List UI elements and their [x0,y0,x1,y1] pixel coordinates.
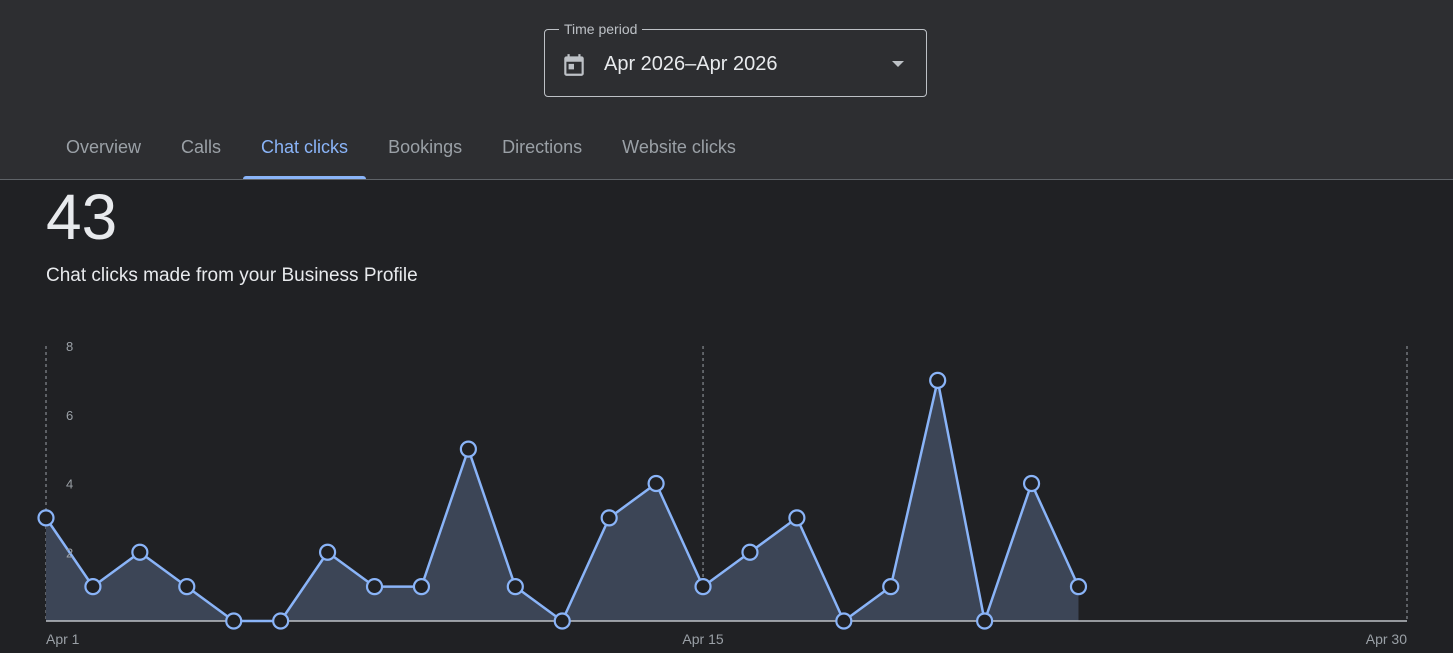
metric-tabs: Overview Calls Chat clicks Bookings Dire… [46,125,756,179]
data-point [647,474,665,493]
metric-description: Chat clicks made from your Business Prof… [46,265,418,286]
data-point [835,612,853,630]
y-tick-label: 8 [66,339,73,354]
data-point [225,612,243,630]
data-point [459,440,477,458]
data-point [1069,578,1088,596]
series-area [46,380,1079,621]
tab-bookings[interactable]: Bookings [388,137,463,157]
time-period-select[interactable]: Time period Apr 2026–Apr 2026 [544,21,927,97]
data-point [553,612,571,630]
data-point [882,578,900,596]
total-chat-clicks: 43 [46,181,118,253]
x-tick-label: Apr 30 [1366,631,1407,647]
data-point [84,578,102,596]
data-point [412,578,431,596]
x-tick-label: Apr 1 [46,631,80,647]
data-point [37,509,55,527]
data-point [929,371,947,389]
time-period-value: Apr 2026–Apr 2026 [604,53,778,75]
y-tick-label: 6 [66,408,73,423]
data-point [506,578,524,596]
data-point [318,543,337,561]
time-period-label: Time period [559,21,643,37]
tab-chat-clicks[interactable]: Chat clicks [241,125,368,179]
data-point [272,612,290,630]
data-point [178,578,196,596]
y-tick-label: 4 [66,477,73,492]
data-point [976,612,994,630]
data-point [600,509,618,527]
data-point [1022,474,1041,493]
chat-clicks-chart: 2 4 6 8 Apr 1 Apr 15 Apr 30 [37,339,1408,647]
chevron-down-icon [892,61,904,67]
tab-website-clicks[interactable]: Website clicks [622,137,736,157]
tab-calls[interactable]: Calls [181,137,222,157]
data-point [788,509,806,527]
data-point [365,578,384,596]
y-tick-label: 2 [66,545,73,560]
calendar-icon [564,54,584,76]
x-tick-label: Apr 15 [682,631,723,647]
header: Time period Apr 2026–Apr 2026 Overview C… [0,0,1453,180]
data-point [694,578,712,596]
data-point [131,543,149,561]
tab-overview[interactable]: Overview [66,137,142,157]
data-point [741,543,759,561]
tab-directions[interactable]: Directions [502,137,583,157]
